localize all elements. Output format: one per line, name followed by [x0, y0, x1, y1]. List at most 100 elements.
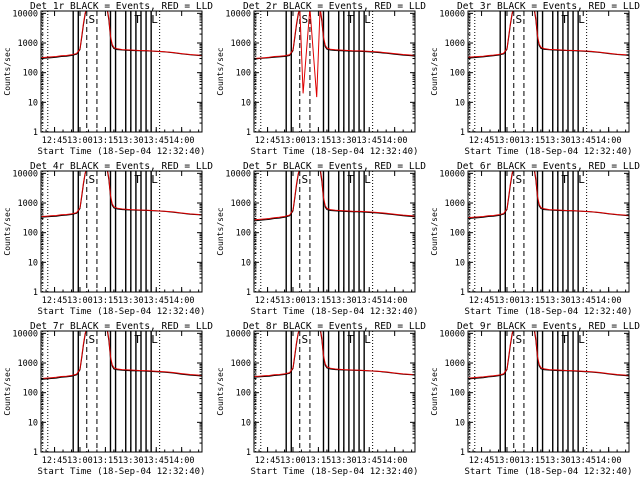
y-tick-label: 1 [246, 128, 251, 138]
events-series-line [254, 11, 415, 60]
interval-letter: L [578, 333, 585, 346]
y-tick-label: 1 [460, 448, 465, 458]
x-tick-label: 13:45 [356, 296, 382, 306]
interval-letter: L [364, 173, 371, 186]
interval-letter: L [151, 13, 158, 26]
x-axis-label: Start Time (18-Sep-04 12:32:40) [251, 307, 419, 317]
y-axis-label: Counts/sec [3, 207, 12, 255]
y-axis-label: Counts/sec [430, 367, 439, 415]
y-tick-label: 10000 [439, 9, 465, 19]
y-tick-label: 100 [450, 389, 465, 399]
interval-letter: T [561, 173, 568, 186]
y-tick-label: 10 [241, 258, 251, 268]
x-tick-label: 13:00 [494, 456, 520, 466]
x-tick-label: 13:45 [143, 136, 169, 146]
x-tick-label: 14:00 [169, 136, 195, 146]
x-axis-label: Start Time (18-Sep-04 12:32:40) [465, 147, 633, 157]
y-tick-label: 10000 [225, 9, 251, 19]
x-tick-label: 14:00 [169, 296, 195, 306]
x-axis-label: Start Time (18-Sep-04 12:32:40) [251, 467, 419, 477]
x-tick-label: 13:30 [331, 456, 357, 466]
panel-plot-area [41, 331, 202, 452]
y-tick-label: 100 [23, 389, 38, 399]
x-tick-label: 13:30 [118, 296, 144, 306]
axes-frame [467, 330, 630, 453]
panel-title: Det 8r BLACK = Events, RED = LLD [243, 321, 426, 332]
y-axis-label: Counts/sec [3, 47, 12, 95]
y-tick-label: 1 [33, 448, 38, 458]
lld-series-line [41, 11, 202, 59]
x-tick-label: 13:45 [143, 296, 169, 306]
panel-plot-area [41, 11, 202, 132]
x-tick-label: 13:15 [306, 456, 332, 466]
panel-plot-area [254, 171, 415, 292]
y-tick-label: 10 [455, 258, 465, 268]
panel-title: Det 9r BLACK = Events, RED = LLD [457, 321, 640, 332]
y-tick-label: 1 [33, 128, 38, 138]
y-tick-label: 100 [23, 229, 38, 239]
x-tick-label: 13:15 [306, 136, 332, 146]
x-tick-label: 14:00 [596, 456, 622, 466]
x-tick-label: 14:00 [382, 296, 408, 306]
x-tick-label: 13:30 [545, 296, 571, 306]
x-tick-label: 13:45 [356, 456, 382, 466]
panel-plot-area [254, 331, 415, 452]
y-tick-label: 1000 [231, 39, 251, 49]
interval-letter: T [134, 173, 141, 186]
x-tick-label: 12:45 [255, 136, 281, 146]
x-tick-label: 12:45 [469, 136, 495, 146]
y-tick-label: 10 [241, 418, 251, 428]
interval-letter: T [347, 333, 354, 346]
y-axis-label: Counts/sec [216, 47, 225, 95]
y-tick-label: 10000 [12, 169, 38, 179]
x-tick-label: 13:00 [67, 456, 93, 466]
lld-series-line [254, 331, 415, 377]
interval-letter: L [364, 13, 371, 26]
interval-letter: T [347, 13, 354, 26]
y-tick-label: 100 [236, 229, 251, 239]
y-tick-label: 1000 [18, 199, 38, 209]
x-tick-label: 13:00 [494, 136, 520, 146]
y-tick-label: 1000 [445, 359, 465, 369]
panel-title: Det 2r BLACK = Events, RED = LLD [243, 1, 426, 12]
lld-series-line [468, 11, 629, 58]
interval-letter: S [89, 173, 96, 186]
interval-letter: S [89, 333, 96, 346]
x-tick-label: 13:15 [93, 296, 119, 306]
x-tick-label: 13:45 [570, 456, 596, 466]
interval-letter: S [516, 333, 523, 346]
events-series-line [254, 331, 415, 378]
y-tick-label: 10 [455, 98, 465, 108]
x-tick-label: 13:30 [331, 296, 357, 306]
y-tick-label: 10 [28, 98, 38, 108]
lld-series-line [41, 171, 202, 217]
x-axis-label: Start Time (18-Sep-04 12:32:40) [251, 147, 419, 157]
y-tick-label: 10000 [439, 329, 465, 339]
panel-plot-area [468, 331, 629, 452]
x-tick-label: 13:30 [331, 136, 357, 146]
x-tick-label: 13:45 [570, 136, 596, 146]
x-tick-label: 13:15 [93, 456, 119, 466]
interval-letter: T [134, 333, 141, 346]
events-series-line [468, 171, 629, 219]
y-tick-label: 1000 [445, 199, 465, 209]
interval-letter: S [516, 173, 523, 186]
y-tick-label: 1 [460, 288, 465, 298]
y-tick-label: 1000 [18, 359, 38, 369]
x-tick-label: 13:30 [545, 136, 571, 146]
y-axis-label: Counts/sec [3, 367, 12, 415]
x-tick-label: 12:45 [469, 296, 495, 306]
y-tick-label: 1 [460, 128, 465, 138]
x-tick-label: 13:00 [280, 296, 306, 306]
interval-letter: L [578, 173, 585, 186]
interval-letter: L [151, 173, 158, 186]
x-axis-label: Start Time (18-Sep-04 12:32:40) [38, 307, 206, 317]
x-tick-label: 12:45 [255, 456, 281, 466]
y-tick-label: 1000 [231, 199, 251, 209]
axes-frame [467, 170, 630, 293]
